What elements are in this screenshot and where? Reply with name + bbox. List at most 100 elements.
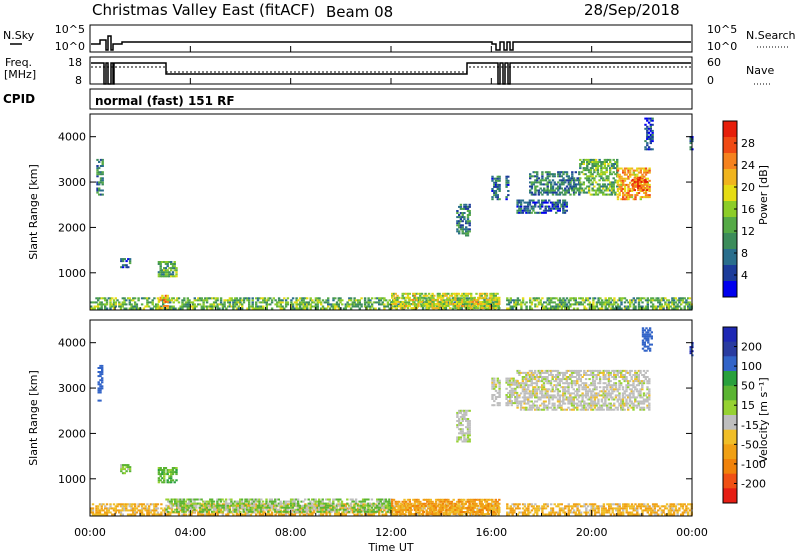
heatmap-cell <box>494 177 498 180</box>
heatmap-cell <box>421 307 425 310</box>
heatmap-cell <box>135 511 139 514</box>
heatmap-cell <box>636 507 639 510</box>
heatmap-cell <box>216 511 219 514</box>
heatmap-cell <box>546 177 549 180</box>
heatmap-cell <box>560 301 563 304</box>
heatmap-cell <box>509 297 512 300</box>
heatmap-cell <box>587 158 591 161</box>
heatmap-cell <box>539 181 542 184</box>
heatmap-cell <box>209 498 212 501</box>
heatmap-cell <box>558 303 562 306</box>
heatmap-cell <box>107 507 110 510</box>
heatmap-cell <box>289 508 293 511</box>
heatmap-cell <box>219 500 223 503</box>
heatmap-cell <box>607 193 610 196</box>
heatmap-cell <box>623 505 627 508</box>
heatmap-cell <box>660 509 663 512</box>
heatmap-cell <box>587 177 591 180</box>
heatmap-cell <box>598 165 601 167</box>
heatmap-cell <box>567 187 570 190</box>
heatmap-cell <box>614 179 617 182</box>
heatmap-cell <box>537 199 540 202</box>
heatmap-cell <box>258 500 261 503</box>
heatmap-cell <box>450 294 454 297</box>
heatmap-cell <box>234 297 237 300</box>
heatmap-cell <box>543 191 546 194</box>
heatmap-cell <box>687 305 690 308</box>
heatmap-cell <box>574 511 577 514</box>
heatmap-cell <box>597 511 600 514</box>
heatmap-cell <box>316 307 319 310</box>
heatmap-cell <box>646 144 649 147</box>
heatmap-cell <box>376 510 379 513</box>
heatmap-cell <box>270 307 274 310</box>
heatmap-cell <box>494 181 498 184</box>
heatmap-cell <box>319 502 323 505</box>
heatmap-cell <box>417 506 420 509</box>
heatmap-cell <box>272 297 275 300</box>
heatmap-cell <box>335 503 339 506</box>
heatmap-cell <box>298 513 302 516</box>
heatmap-cell <box>539 299 542 302</box>
heatmap-cell <box>151 509 154 512</box>
heatmap-cell <box>412 294 415 297</box>
heatmap-cell <box>157 300 161 303</box>
heatmap-cell <box>542 209 546 212</box>
heatmap-cell <box>560 307 563 310</box>
heatmap-cell <box>528 211 532 214</box>
heatmap-cell <box>562 297 565 300</box>
heatmap-cell <box>480 300 483 303</box>
heatmap-cell <box>623 185 627 188</box>
cpid-label: CPID <box>3 92 35 106</box>
heatmap-cell <box>431 292 434 295</box>
heatmap-cell <box>105 307 109 310</box>
heatmap-cell <box>166 265 169 268</box>
heatmap-cell <box>616 158 619 161</box>
heatmap-cell <box>422 504 425 507</box>
heatmap-cell <box>140 513 144 516</box>
heatmap-cell <box>491 500 494 503</box>
heatmap-cell <box>398 506 401 509</box>
heatmap-cell <box>632 305 635 308</box>
heatmap-cell <box>562 193 565 196</box>
heatmap-cell <box>567 183 570 186</box>
heatmap-cell <box>202 299 205 302</box>
heatmap-cell <box>209 503 212 506</box>
heatmap-cell <box>558 513 562 516</box>
heatmap-cell <box>546 513 549 516</box>
heatmap-cell <box>615 305 618 308</box>
heatmap-cell <box>120 466 123 469</box>
heatmap-cell <box>318 502 321 505</box>
heatmap-cell <box>265 303 268 306</box>
heatmap-cell <box>445 511 448 513</box>
heatmap-cell <box>544 177 548 180</box>
heatmap-cell <box>101 379 104 382</box>
heatmap-cell <box>277 504 280 507</box>
heatmap-cell <box>196 502 200 505</box>
heatmap-cell <box>576 513 579 516</box>
heatmap-cell <box>203 500 207 503</box>
heatmap-cell <box>413 504 417 507</box>
heatmap-cell <box>689 148 692 151</box>
heatmap-cell <box>121 505 124 508</box>
heatmap-cell <box>237 299 240 302</box>
heatmap-cell <box>105 299 109 302</box>
heatmap-cell <box>230 502 233 505</box>
heatmap-cell <box>114 509 117 512</box>
heatmap-cell <box>582 181 585 184</box>
heatmap-cell <box>276 301 279 304</box>
heatmap-cell <box>452 303 455 305</box>
heatmap-cell <box>181 505 184 508</box>
heatmap-cell <box>544 305 548 308</box>
heatmap-cell <box>537 303 541 306</box>
heatmap-cell <box>609 171 612 174</box>
heatmap-cell <box>487 506 490 509</box>
heatmap-cell <box>233 508 237 511</box>
heatmap-cell <box>267 509 270 512</box>
heatmap-cell <box>302 307 305 310</box>
heatmap-cell <box>434 303 438 305</box>
heatmap-cell <box>562 509 565 512</box>
heatmap-cell <box>403 307 406 310</box>
heatmap-cell <box>191 305 195 308</box>
heatmap-cell <box>434 502 438 505</box>
